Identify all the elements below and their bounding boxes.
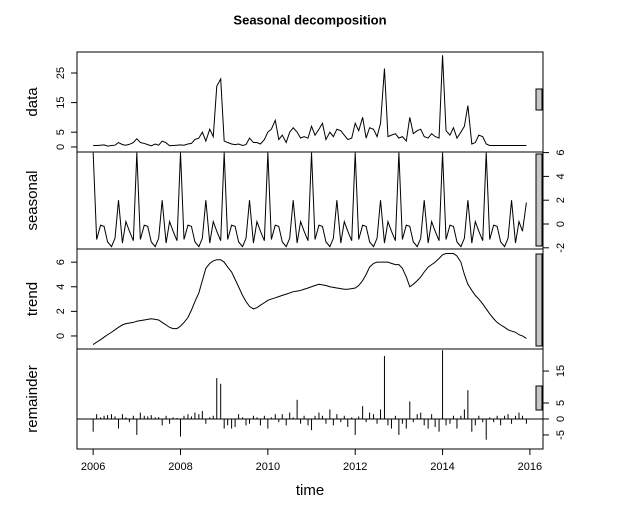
y-tick-label: 15 [555, 365, 567, 377]
panel-frame [76, 51, 544, 153]
y-tick-label: 6 [55, 259, 67, 265]
y-tick-label: 2 [55, 308, 67, 314]
panel-label: data [24, 87, 41, 117]
series-line [92, 152, 527, 248]
scale-bar [535, 253, 543, 347]
scale-bars [535, 88, 543, 411]
chart-title: Seasonal decomposition [233, 12, 386, 27]
y-tick-label: 6 [555, 150, 567, 156]
y-tick-label: 0 [555, 221, 567, 227]
x-tick-label: 2008 [168, 461, 192, 473]
series-line [92, 253, 527, 345]
y-tick-label: 25 [55, 67, 67, 79]
x-tick-label: 2012 [343, 461, 367, 473]
y-tick-label: 0 [555, 416, 567, 422]
x-tick-label: 2010 [256, 461, 280, 473]
y-tick-label: -2 [555, 243, 567, 253]
x-axis-label: time [296, 482, 324, 499]
y-tick-label: -5 [555, 430, 567, 440]
y-tick-label: 4 [55, 284, 67, 290]
x-tick-label: 2016 [518, 461, 542, 473]
series-line [93, 55, 527, 147]
scale-bar [535, 153, 543, 247]
x-tick-label: 2014 [430, 461, 454, 473]
y-tick-label: 5 [555, 400, 567, 406]
y-tick-label: 2 [555, 197, 567, 203]
x-tick-label: 2006 [81, 461, 105, 473]
panel-label: remainder [24, 365, 41, 433]
scale-bar [535, 88, 543, 111]
y-tick-label: 0 [55, 333, 67, 339]
y-tick-label: 0 [55, 144, 67, 150]
y-tick-label: 15 [55, 96, 67, 108]
panel-label: trend [24, 282, 41, 316]
y-tick-label: 4 [555, 173, 567, 179]
scale-bar [535, 385, 543, 411]
y-tick-label: 5 [55, 129, 67, 135]
panel-frame [76, 348, 544, 450]
panel-label: seasonal [24, 170, 41, 230]
panel-frame [76, 248, 544, 350]
